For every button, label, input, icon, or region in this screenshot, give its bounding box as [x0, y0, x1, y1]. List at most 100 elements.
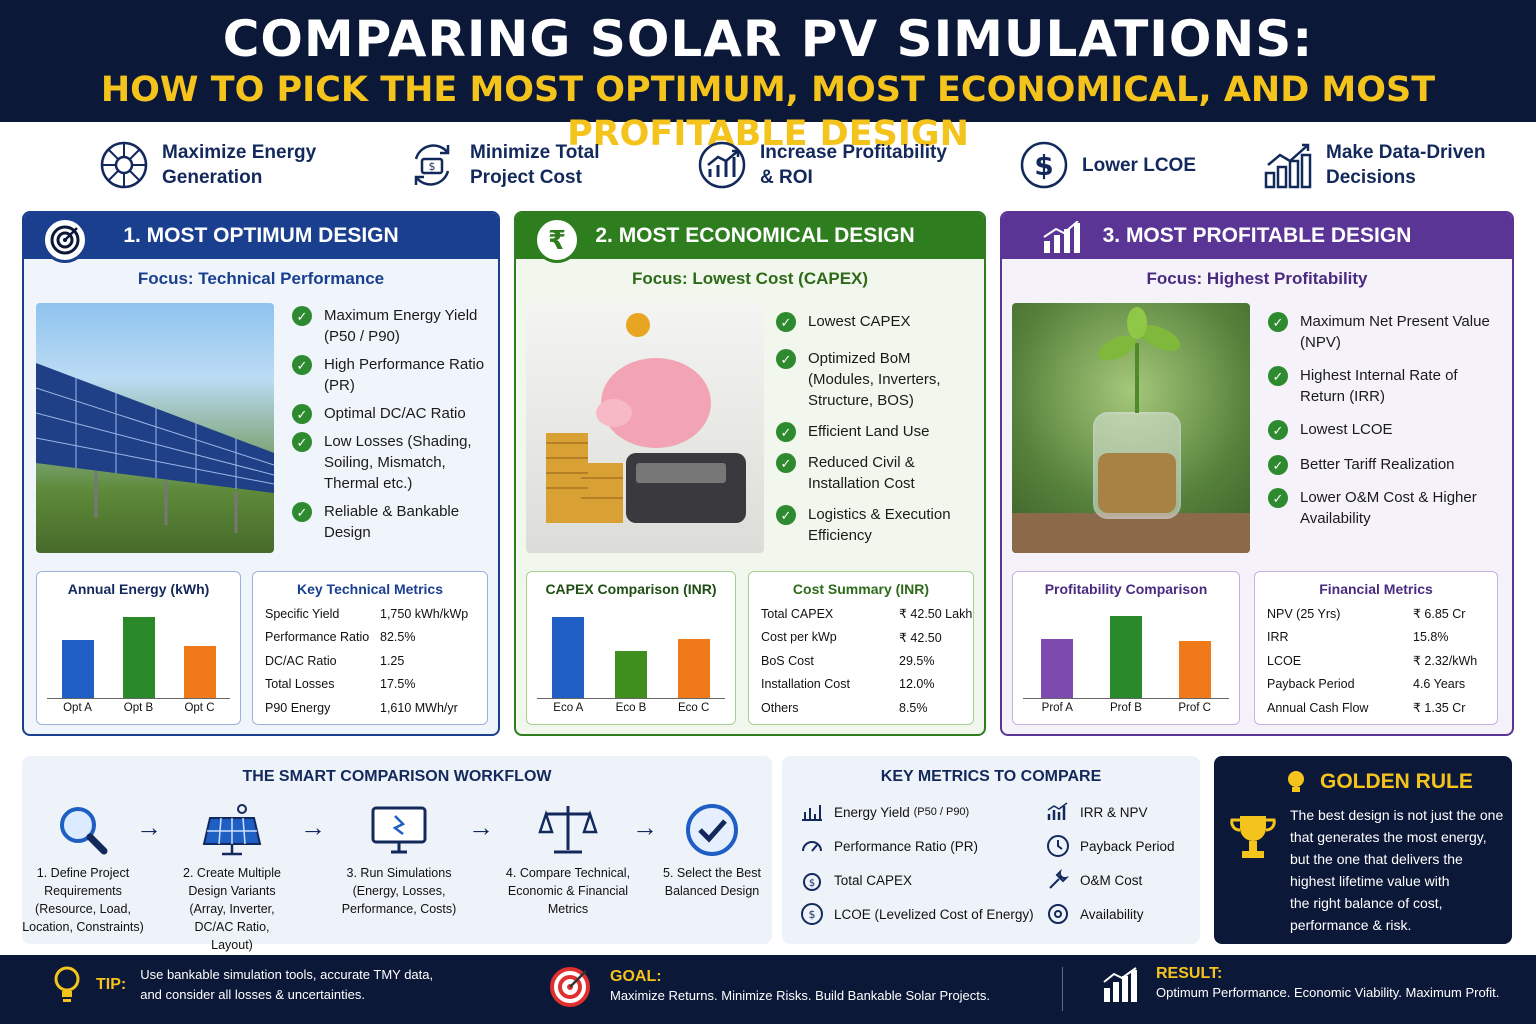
chart-category-label: Eco A [553, 702, 584, 714]
goal-energy: Maximize Energy Generation [98, 140, 316, 190]
key-metrics-title: KEY METRICS TO COMPARE [880, 768, 1102, 785]
metric-capex: $ Total CAPEX [800, 868, 912, 892]
list-item: ✓ Logistics & Execution Efficiency [776, 504, 976, 546]
check-icon: ✓ [776, 349, 796, 369]
energy-icon [802, 805, 822, 821]
table-row: P90 Energy 1,610 MWh/yr [265, 700, 458, 715]
goal-text: Maximize Returns. Minimize Risks. Build … [610, 988, 991, 1003]
metric-lcoe: $ LCOE (Levelized Cost of Energy) [800, 902, 1034, 926]
arrow-icon: → [136, 812, 162, 842]
table-row: Payback Period 4.6 Years [1267, 677, 1466, 692]
chart-category-label: Prof B [1110, 702, 1142, 714]
metrics-table: NPV (25 Yrs) ₹ 6.85 Cr IRR 15.8% LCOE ₹ 2.3… [1267, 602, 1477, 720]
footer-result: RESULT: Optimum Performance. Economic Via… [1102, 965, 1499, 1003]
table-row: NPV (25 Yrs) ₹ 6.85 Cr [1267, 606, 1466, 622]
list-item: ✓ Maximum Net Present Value (NPV) [1268, 311, 1504, 353]
gauge-icon [802, 841, 822, 852]
trophy-icon [1230, 816, 1276, 858]
check-icon: ✓ [776, 422, 796, 442]
goal-cost: $ Minimize Total Project Cost [406, 140, 599, 190]
arrow-icon: → [300, 812, 326, 842]
chart-bar [61, 639, 94, 698]
check-circle-icon [686, 804, 738, 856]
metric-payback: Payback Period [1046, 834, 1175, 858]
metrics-table: Specific Yield 1,750 kWh/kWp Performance … [265, 602, 468, 720]
solar-array-photo [36, 303, 274, 553]
chart-bar [552, 617, 585, 698]
table-row: BoS Cost 29.5% [761, 653, 935, 668]
key-metrics-section: KEY METRICS TO COMPARE Energy Yield (P50… [782, 756, 1200, 944]
checklist: ✓ Maximum Net Present Value (NPV) ✓ Highes… [1268, 311, 1504, 536]
check-icon: ✓ [292, 502, 312, 522]
svg-text:$: $ [1034, 149, 1053, 182]
golden-rule-box: GOLDEN RULE The best design is not just … [1214, 756, 1512, 944]
page-title: COMPARING SOLAR PV SIMULATIONS: [222, 10, 1314, 68]
workflow-step: 3. Run Simulations (Energy, Losses, Perfor… [338, 802, 460, 918]
result-text: Optimum Performance. Economic Viability.… [1156, 985, 1500, 1000]
check-icon: ✓ [1268, 488, 1288, 508]
chart-title: Profitability Comparison [1044, 581, 1208, 597]
check-icon: ✓ [1268, 366, 1288, 386]
table-row: Installation Cost 12.0% [761, 677, 935, 692]
clock-icon [1047, 835, 1069, 857]
list-item: ✓ Lowest CAPEX [776, 311, 976, 332]
panel-header: 3. MOST PROFITABLE DESIGN [1002, 213, 1512, 259]
chart-category-label: Eco C [677, 702, 710, 714]
page-subtitle: HOW TO PICK THE MOST OPTIMUM, MOST ECONO… [100, 70, 1436, 154]
panel-title: 3. MOST PROFITABLE DESIGN [1102, 224, 1412, 247]
arrow-icon: → [632, 812, 658, 842]
metrics-title: Financial Metrics [1319, 581, 1433, 597]
goals-row: Maximize Energy Generation $ Minimize To… [0, 122, 1536, 208]
chart-bar [1041, 638, 1074, 698]
check-icon: ✓ [776, 312, 796, 332]
chart-bar [1110, 616, 1142, 698]
profitability-chart: Profitability Comparison Prof A Prof B Pro… [1012, 571, 1240, 725]
panel-optimum: 1. MOST OPTIMUM DESIGN Focus: Technical … [22, 211, 500, 736]
list-item: ✓ Maximum Energy Yield (P50 / P90) [292, 305, 492, 347]
footer-goal: GOAL: Maximize Returns. Minimize Risks. B… [548, 965, 990, 1009]
target-icon [550, 967, 590, 1007]
list-item: ✓ Optimized BoM (Modules, Inverters, Stru… [776, 348, 976, 411]
goal-block: GOAL: Maximize Returns. Minimize Risks. B… [610, 968, 990, 1006]
svg-text:$: $ [429, 160, 436, 173]
chart-category-label: Opt B [123, 702, 154, 714]
list-item: ✓ Reliable & Bankable Design [292, 501, 492, 543]
bar-chart-icon [1264, 143, 1312, 189]
financial-metrics: Financial Metrics NPV (25 Yrs) ₹ 6.85 Cr … [1254, 571, 1498, 725]
check-icon: ✓ [1268, 420, 1288, 440]
coin-jar-plant-photo [1012, 303, 1250, 553]
chart-category-label: Opt C [184, 702, 215, 714]
panel-title: 2. MOST ECONOMICAL DESIGN [595, 224, 915, 247]
dollar-circle-icon: $ [801, 903, 823, 925]
rupee-icon: ₹ [534, 217, 580, 263]
gear-icon [1048, 904, 1068, 924]
panel-focus: Focus: Highest Profitability [1146, 269, 1368, 288]
chart-category-label: Opt A [63, 702, 92, 714]
panel-header: ₹ 2. MOST ECONOMICAL DESIGN [516, 213, 984, 263]
tip-label: TIP: [96, 976, 127, 993]
check-icon: ✓ [776, 453, 796, 473]
check-icon: ✓ [292, 432, 312, 452]
list-item: ✓ Reduced Civil & Installation Cost [776, 452, 976, 494]
piggy-bank-photo [526, 303, 764, 553]
list-item: ✓ Optimal DC/AC Ratio [292, 403, 492, 424]
golden-rule-header: GOLDEN RULE [1282, 768, 1473, 796]
goal-label: Minimize Total Project Cost [470, 142, 600, 188]
metric-energy-yield: Energy Yield (P50 / P90) [800, 800, 969, 824]
bulb-hand-icon [1288, 771, 1304, 792]
energy-chart: Annual Energy (kWh) Opt A Opt B Opt C [36, 571, 241, 725]
tip-text: Use bankable simulation tools, accurate … [140, 967, 434, 1002]
growth-chart-icon [698, 141, 746, 189]
chart-title: CAPEX Comparison (INR) [545, 581, 717, 597]
header-banner: COMPARING SOLAR PV SIMULATIONS: HOW TO P… [0, 0, 1536, 154]
check-icon: ✓ [292, 404, 312, 424]
panel-economical: ₹ 2. MOST ECONOMICAL DESIGN Focus: Lowes… [514, 211, 986, 736]
table-row: Others 8.5% [761, 700, 928, 715]
cost-cycle-icon: $ [414, 144, 450, 186]
checklist: ✓ Maximum Energy Yield (P50 / P90) ✓ High … [292, 305, 492, 550]
table-row: IRR 15.8% [1267, 630, 1449, 645]
chart-bar [615, 651, 647, 698]
table-row: Performance Ratio 82.5% [265, 630, 416, 645]
goal-label: Make Data-Driven Decisions [1326, 142, 1486, 188]
goal-label: Lower LCOE [1082, 154, 1197, 176]
